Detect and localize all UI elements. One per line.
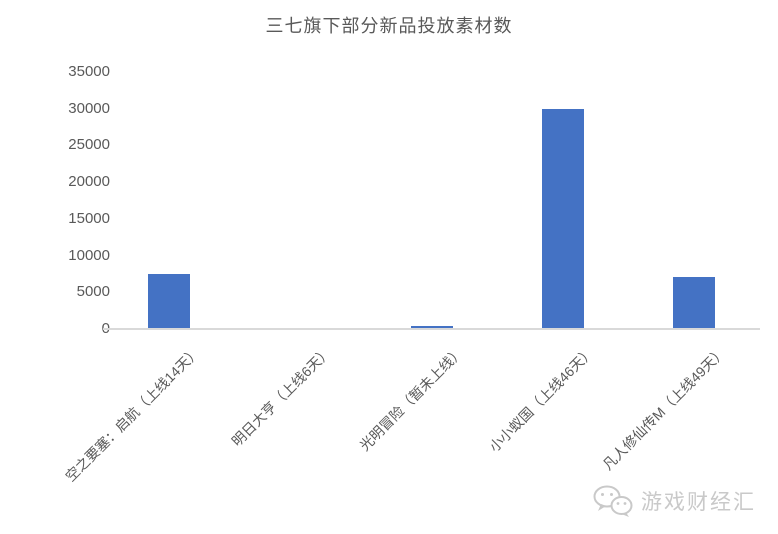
- chart-title: 三七旗下部分新品投放素材数: [265, 16, 513, 36]
- x-category-label: 小小蚁国（上线46天）: [486, 343, 598, 455]
- y-tick-label: 0: [40, 320, 110, 338]
- x-category-label: 空之要塞：启航（上线14天）: [62, 343, 204, 485]
- bar: [542, 109, 584, 329]
- y-tick-label: 30000: [68, 99, 110, 117]
- bar: [673, 277, 715, 329]
- x-category-label: 凡人修仙传M（上线49天）: [599, 343, 730, 473]
- y-tick-label: 35000: [68, 63, 110, 80]
- x-axis-line: [103, 328, 760, 330]
- watermark-text: 游戏财经汇: [641, 491, 756, 514]
- bar: [148, 274, 190, 329]
- y-tick-label: 20000: [68, 173, 110, 191]
- y-tick-label: 15000: [68, 209, 110, 227]
- wechat-bubbles-icon: [593, 485, 633, 517]
- watermark: 游戏财经汇: [592, 484, 756, 518]
- y-tick-label: 10000: [68, 246, 110, 264]
- bar: [411, 326, 453, 329]
- y-tick-label: 5000: [76, 283, 110, 301]
- y-tick-label: 25000: [68, 136, 110, 154]
- x-category-label: 光明冒险（暂未上线）: [355, 343, 467, 454]
- x-category-label: 明日大亨（上线6天）: [228, 343, 335, 450]
